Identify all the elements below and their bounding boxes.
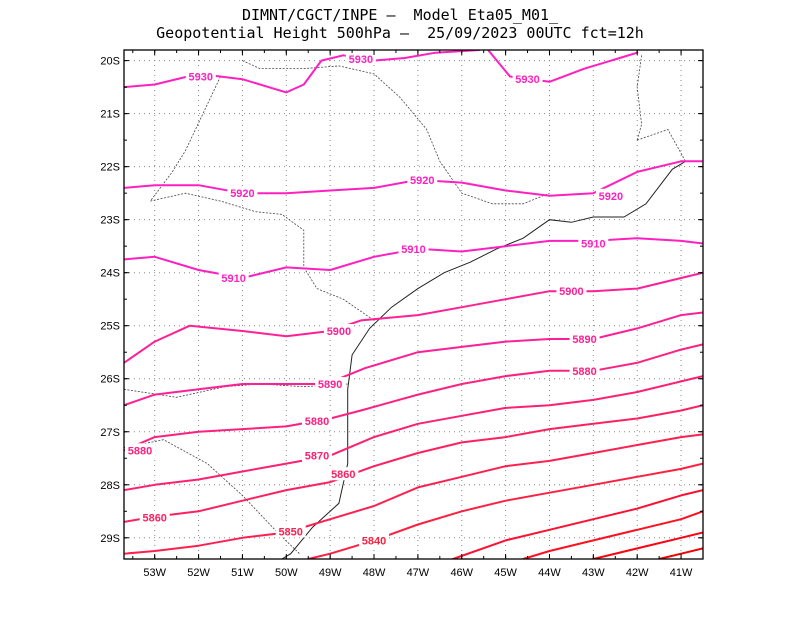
contour-5800 bbox=[658, 547, 703, 559]
contour-label-5910: 5910 bbox=[401, 244, 425, 256]
axis-ticks: 20S 21S 22S 23S 24S 25S 26S 27S 28S 29S 53W 52W 51W 5… bbox=[100, 50, 704, 579]
lon-tick-label: 53W bbox=[143, 567, 166, 579]
contour-label-5920: 5920 bbox=[230, 188, 254, 200]
title-line-2: Geopotential Height 500hPa – 25/09/2023 … bbox=[156, 24, 644, 42]
contour-label-bg bbox=[218, 270, 249, 284]
contour-label-5930: 5930 bbox=[515, 74, 539, 86]
contour-5870 bbox=[124, 375, 703, 492]
coastline-path bbox=[281, 160, 686, 559]
coastline bbox=[281, 160, 686, 559]
contour-label-bg bbox=[569, 331, 600, 345]
contour-label-bg bbox=[227, 186, 258, 200]
gridlines bbox=[124, 50, 703, 559]
lat-tick-label: 27S bbox=[100, 427, 120, 439]
contour-5850 bbox=[124, 433, 703, 555]
contour-label-bg bbox=[323, 324, 354, 338]
contour-5890 bbox=[124, 311, 703, 407]
contour-label-5890: 5890 bbox=[318, 379, 342, 391]
contour-5930 bbox=[487, 50, 639, 83]
lon-tick-label: 43W bbox=[582, 567, 605, 579]
contour-label-bg bbox=[556, 284, 587, 298]
contour-5900 bbox=[124, 271, 703, 364]
contour-label-bg bbox=[512, 72, 543, 86]
lon-tick-label: 52W bbox=[187, 567, 210, 579]
contour-label-5860: 5860 bbox=[142, 513, 166, 525]
lon-tick-label: 49W bbox=[319, 567, 342, 579]
state-border bbox=[636, 55, 643, 141]
contour-label-5880: 5880 bbox=[128, 445, 152, 457]
contour-label-5900: 5900 bbox=[559, 286, 583, 298]
contour-label-bg bbox=[359, 533, 390, 547]
state-borders bbox=[124, 55, 686, 554]
title-line-1: DIMNT/CGCT/INPE – Model Eta05_M01_ bbox=[241, 6, 559, 24]
contour-label-5910: 5910 bbox=[221, 273, 245, 285]
contour-5880 bbox=[124, 343, 703, 452]
contour-label-bg bbox=[139, 510, 170, 524]
contour-5860 bbox=[124, 404, 703, 523]
lat-tick-label: 28S bbox=[100, 480, 120, 492]
lat-tick-label: 22S bbox=[100, 162, 120, 174]
contour-label-bg bbox=[578, 236, 609, 250]
lon-tick-label: 47W bbox=[407, 567, 430, 579]
lat-tick-label: 25S bbox=[100, 321, 120, 333]
contour-lines bbox=[124, 50, 703, 559]
contour-label-bg bbox=[185, 69, 216, 83]
state-border bbox=[242, 60, 550, 205]
lat-tick-label: 23S bbox=[100, 215, 120, 227]
contour-label-5880: 5880 bbox=[572, 366, 596, 378]
lat-tick-label: 29S bbox=[100, 533, 120, 545]
contour-label-bg bbox=[345, 52, 376, 66]
state-border bbox=[637, 129, 686, 162]
contour-label-5860: 5860 bbox=[331, 469, 355, 481]
contour-5820 bbox=[522, 510, 703, 559]
contour-label-bg bbox=[407, 172, 438, 186]
lon-tick-label: 45W bbox=[494, 567, 517, 579]
contour-label-5920: 5920 bbox=[599, 191, 623, 203]
contour-5810 bbox=[592, 531, 703, 559]
lon-tick-label: 42W bbox=[626, 567, 649, 579]
contour-label-bg bbox=[125, 443, 155, 457]
state-border bbox=[124, 383, 348, 398]
contour-label-bg bbox=[302, 448, 332, 462]
contour-label-5880: 5880 bbox=[305, 416, 329, 428]
contour-label-bg bbox=[569, 363, 600, 377]
state-border bbox=[149, 76, 221, 202]
contour-label-5930: 5930 bbox=[189, 72, 213, 84]
lon-tick-label: 44W bbox=[538, 567, 561, 579]
contour-labels: 5930 5930 5930 5920 5920 5920 5910 5910 5910 5900… bbox=[125, 52, 626, 547]
lat-tick-label: 24S bbox=[100, 268, 120, 280]
plot-frame bbox=[123, 49, 704, 560]
contour-label-bg bbox=[328, 467, 359, 481]
contour-label-bg bbox=[398, 241, 429, 255]
contour-label-5920: 5920 bbox=[410, 175, 434, 187]
contour-label-5900: 5900 bbox=[327, 326, 351, 338]
contour-5830 bbox=[452, 489, 703, 559]
lon-tick-label: 41W bbox=[670, 567, 693, 579]
lon-tick-label: 50W bbox=[275, 567, 298, 579]
contour-label-bg bbox=[315, 377, 346, 391]
state-border bbox=[150, 192, 375, 321]
contour-label-5870: 5870 bbox=[305, 451, 329, 463]
contour-label-5910: 5910 bbox=[581, 239, 605, 251]
contour-label-bg bbox=[302, 414, 332, 428]
lon-tick-label: 46W bbox=[450, 567, 473, 579]
lon-tick-label: 51W bbox=[231, 567, 254, 579]
lon-tick-label: 48W bbox=[363, 567, 386, 579]
contour-label-5930: 5930 bbox=[349, 54, 373, 66]
contour-label-bg bbox=[595, 188, 626, 202]
lat-tick-label: 26S bbox=[100, 374, 120, 386]
contour-label-bg bbox=[275, 524, 306, 538]
contour-label-5840: 5840 bbox=[362, 535, 386, 547]
contour-label-5850: 5850 bbox=[278, 526, 302, 538]
lat-tick-label: 20S bbox=[100, 56, 120, 68]
chart-title: DIMNT/CGCT/INPE – Model Eta05_M01_ Geopo… bbox=[0, 6, 800, 42]
lat-tick-label: 21S bbox=[100, 109, 120, 121]
contour-5930 bbox=[124, 50, 481, 94]
contour-label-5890: 5890 bbox=[572, 334, 596, 346]
